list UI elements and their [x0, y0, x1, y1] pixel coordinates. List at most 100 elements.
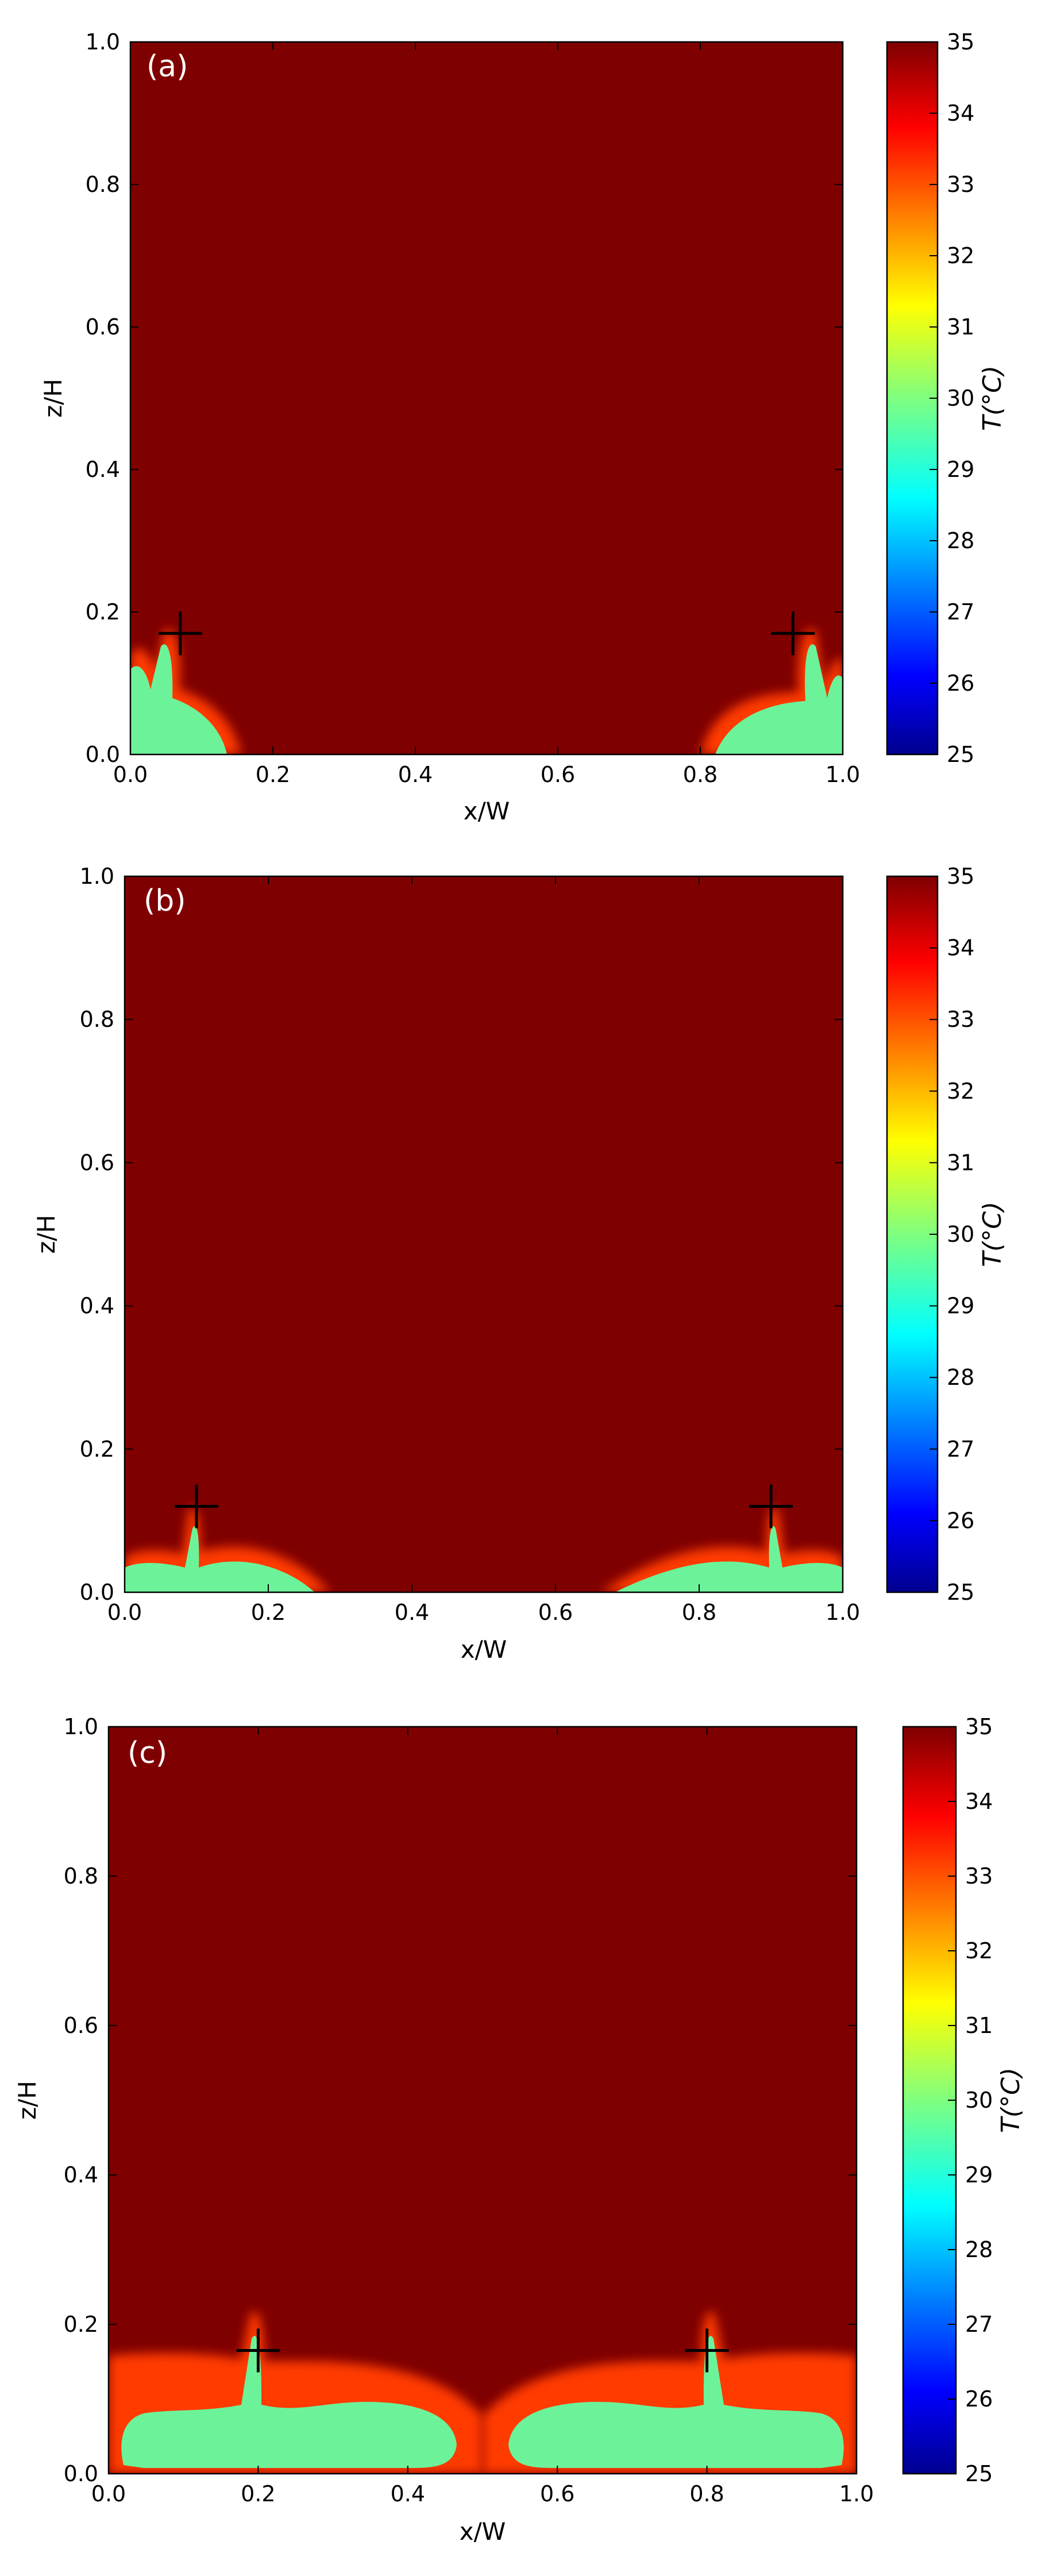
y-tick-label: 0.0 — [86, 742, 120, 767]
x-tick-label: 0.2 — [251, 1600, 286, 1625]
y-tick-label: 0.4 — [86, 457, 120, 482]
colorbar-tick-label: 28 — [947, 1365, 974, 1390]
colorbar-tick-label: 34 — [947, 935, 974, 961]
x-tick-label: 0.6 — [541, 762, 575, 787]
plot-frame — [129, 41, 844, 756]
y-tick-label: 0.8 — [86, 172, 120, 197]
x-tick-label: 0.4 — [395, 1600, 429, 1625]
cold-plumes — [130, 629, 843, 754]
y-tick-label: 0.6 — [80, 1150, 114, 1175]
colorbar-tick-label: 28 — [965, 2237, 993, 2262]
cold-plumes — [125, 1507, 843, 1592]
plume-core-left — [121, 2336, 457, 2468]
colorbar-tick-label: 27 — [965, 2312, 993, 2337]
y-axis-label: z/H — [39, 379, 67, 418]
colorbar-tick-label: 25 — [965, 2461, 993, 2486]
panel-c: (c) 0.0 0.2 0.4 0.6 0.8 1.0 0.0 0.2 0.4 0.6 0.8 1.… — [13, 1714, 1025, 2546]
x-tick-label: 1.0 — [826, 762, 860, 787]
colorbar-ticks: 25 26 27 28 29 30 31 32 33 34 35 — [930, 864, 974, 1605]
x-axis-label: x/W — [461, 1635, 507, 1664]
panel-label: (c) — [128, 1736, 167, 1770]
panel-label: (b) — [144, 884, 186, 918]
colorbar-tick-label: 28 — [947, 528, 974, 553]
colorbar — [902, 1726, 957, 2475]
x-axis: 0.0 0.2 0.4 0.6 0.8 1.0 — [107, 876, 860, 1625]
colorbar-tick-label: 30 — [965, 2088, 993, 2113]
y-tick-label: 1.0 — [80, 864, 114, 889]
colorbar-ticks: 25 26 27 28 29 30 31 32 33 34 35 — [948, 1714, 993, 2486]
y-tick-label: 0.2 — [86, 599, 120, 625]
y-axis: 0.0 0.2 0.4 0.6 0.8 1.0 — [64, 1714, 857, 2486]
x-tick-label: 0.4 — [391, 2481, 425, 2506]
colorbar-tick-label: 29 — [947, 1293, 974, 1319]
colorbar-tick-label: 26 — [947, 671, 974, 696]
x-axis: 0.0 0.2 0.4 0.6 0.8 1.0 — [113, 42, 860, 787]
panel-label: (a) — [146, 49, 188, 84]
colorbar-tick-label: 35 — [947, 864, 974, 889]
colorbar-tick-label: 31 — [947, 314, 974, 340]
colorbar-tick-label: 29 — [947, 457, 974, 482]
colorbar-tick-label: 26 — [947, 1508, 974, 1533]
y-axis-label: z/H — [13, 2081, 41, 2120]
colorbar-tick-label: 34 — [947, 101, 974, 126]
x-axis-label: x/W — [460, 2517, 506, 2546]
colorbar-tick-label: 33 — [965, 1863, 993, 1889]
plume-core-left — [130, 644, 227, 754]
panel-b: (b) 0.0 0.2 0.4 0.6 0.8 1.0 0.0 0.2 0.4 0.6 0.8 1.… — [32, 864, 1007, 1664]
x-tick-label: 1.0 — [826, 1600, 860, 1625]
colorbar-tick-label: 33 — [947, 172, 974, 197]
plot-frame — [107, 1726, 858, 2475]
x-tick-label: 0.8 — [683, 762, 718, 787]
colorbar-tick-label: 27 — [947, 599, 974, 625]
cold-plumes — [109, 2311, 857, 2474]
x-tick-label: 1.0 — [839, 2481, 874, 2506]
x-tick-label: 0.8 — [689, 2481, 724, 2506]
source-markers — [158, 611, 815, 656]
plot-frame — [124, 875, 844, 1593]
y-tick-label: 0.8 — [64, 1863, 98, 1889]
y-tick-label: 1.0 — [86, 29, 120, 55]
colorbar-tick-label: 25 — [947, 742, 974, 767]
source-marker — [685, 2328, 729, 2373]
colorbar-tick-label: 31 — [947, 1150, 974, 1175]
colorbar-tick-label: 32 — [947, 1079, 974, 1104]
colorbar-tick-label: 26 — [965, 2386, 993, 2412]
x-tick-label: 0.8 — [682, 1600, 716, 1625]
colorbar-label: T(°C) — [996, 2067, 1025, 2133]
colorbar-tick-label: 32 — [947, 243, 974, 268]
y-tick-label: 0.0 — [80, 1580, 114, 1605]
source-marker — [236, 2328, 280, 2373]
y-axis-label: z/H — [32, 1215, 60, 1254]
plot-area-background — [130, 42, 843, 754]
y-tick-label: 0.4 — [64, 2162, 98, 2188]
x-tick-label: 0.2 — [241, 2481, 275, 2506]
colorbar-tick-label: 29 — [965, 2162, 993, 2188]
colorbar-tick-label: 27 — [947, 1437, 974, 1462]
colorbar-ticks: 25 26 27 28 29 30 31 32 33 34 35 — [930, 29, 974, 767]
plume-core-right — [715, 644, 843, 754]
colorbar-tick-label: 32 — [965, 1938, 993, 1963]
y-tick-label: 0.2 — [80, 1437, 114, 1462]
source-marker — [749, 1484, 793, 1528]
source-markers — [236, 2328, 729, 2373]
colorbar-label: T(°C) — [978, 1202, 1007, 1267]
x-axis: 0.0 0.2 0.4 0.6 0.8 1.0 — [91, 1727, 874, 2506]
x-tick-label: 0.0 — [113, 762, 148, 787]
plume-core-right — [615, 1526, 843, 1592]
y-tick-label: 0.8 — [80, 1007, 114, 1032]
source-marker — [771, 611, 815, 656]
x-tick-label: 0.6 — [540, 2481, 574, 2506]
y-axis: 0.0 0.2 0.4 0.6 0.8 1.0 — [86, 29, 843, 767]
source-markers — [175, 1484, 793, 1528]
colorbar-tick-label: 30 — [947, 386, 974, 411]
colorbar-tick-label: 30 — [947, 1222, 974, 1247]
colorbar-tick-label: 34 — [965, 1789, 993, 1814]
colorbar — [886, 41, 939, 756]
plot-area-background — [125, 876, 843, 1592]
x-tick-label: 0.4 — [398, 762, 433, 787]
plot-area-background — [109, 1727, 857, 2474]
plume-core-right — [508, 2336, 844, 2468]
colorbar-tick-label: 33 — [947, 1007, 974, 1032]
source-marker — [175, 1484, 218, 1528]
